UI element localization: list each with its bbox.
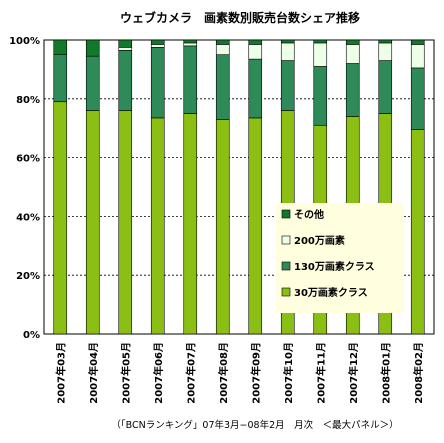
bar-segment [248, 39, 263, 45]
legend-label: その他 [294, 208, 324, 221]
bar-segment [215, 39, 230, 45]
bar-segment [345, 63, 360, 117]
bar-segment [118, 110, 133, 335]
y-tick-label: 40% [16, 212, 40, 223]
bar-segment [183, 45, 198, 114]
bar-segment [378, 42, 393, 61]
bar-segment [118, 39, 133, 48]
legend-swatch [281, 261, 291, 271]
bar-segment [53, 54, 68, 103]
bar-segment [248, 44, 263, 60]
x-tick-label: 2008年02月 [412, 342, 425, 404]
bar-segment [118, 49, 133, 111]
bar-segment [150, 44, 165, 48]
bar-segment [118, 47, 133, 51]
legend-swatch [281, 235, 291, 245]
bar-segment [378, 39, 393, 44]
legend-label: 200万画素 [294, 234, 345, 247]
legend: その他 200万画素 130万画素クラス 30万画素クラス [276, 203, 404, 313]
bar-segment [410, 44, 425, 69]
bar-segment [410, 39, 425, 45]
bar-segment [53, 39, 68, 55]
bar-segment [85, 110, 100, 335]
bar-segment [183, 113, 198, 335]
chart-caption: （「BCNランキング」07年3月−08年2月 月次 ＜最大パネル＞） [111, 419, 398, 431]
bar-segment [410, 129, 425, 335]
legend-swatch [281, 287, 291, 297]
bar-segment [313, 39, 328, 44]
legend-swatch [281, 209, 291, 219]
y-tick-label: 100% [9, 36, 40, 47]
y-tick-label: 60% [16, 154, 40, 165]
bar-segment [85, 55, 100, 111]
bar-segment [378, 60, 393, 114]
legend-label: 130万画素クラス [294, 260, 375, 273]
bar-segment [345, 44, 360, 64]
bar-segment [313, 66, 328, 126]
x-tick-label: 2007年10月 [282, 342, 295, 404]
bar-segment [215, 119, 230, 335]
bar-segment [85, 39, 100, 57]
bar-segment [150, 39, 165, 45]
bar-segment [150, 117, 165, 335]
legend-box [276, 203, 404, 313]
x-tick-label: 2007年12月 [347, 342, 360, 404]
bar-segment [215, 54, 230, 120]
bar-segment [248, 58, 263, 119]
legend-label: 30万画素クラス [294, 286, 368, 299]
bar-segment [183, 39, 198, 44]
x-tick-label: 2007年11月 [314, 342, 327, 404]
plot-border [43, 39, 435, 335]
x-tick-label: 2008年01月 [379, 342, 392, 404]
bar-segment [53, 101, 68, 335]
x-tick-label: 2007年03月 [54, 342, 67, 404]
x-tick-label: 2007年09月 [249, 342, 262, 404]
bar-segment [150, 47, 165, 119]
chart-title: ウェブカメラ 画素数別販売台数シェア推移 [120, 10, 360, 25]
x-tick-label: 2007年05月 [119, 342, 132, 404]
bar-segment [345, 39, 360, 45]
bar-segment [410, 67, 425, 130]
bar-segment [248, 117, 263, 335]
bar-segment [280, 42, 295, 61]
bar-segment [183, 42, 198, 47]
x-tick-label: 2007年06月 [152, 342, 165, 404]
bar-segment [280, 39, 295, 44]
bar-segment [313, 42, 328, 67]
bar-segment [280, 60, 295, 111]
x-tick-label: 2007年04月 [87, 342, 100, 404]
x-tick-label: 2007年08月 [217, 342, 230, 404]
plot-area: 0% 20% 40% 60% 80% 100% 2007年03月 2007年04月 2007年0… [9, 36, 435, 404]
y-tick-label: 20% [16, 271, 40, 282]
x-tick-label: 2007年07月 [184, 342, 197, 404]
y-tick-label: 80% [16, 95, 40, 106]
y-tick-label: 0% [23, 330, 40, 341]
bar-segment [215, 44, 230, 55]
